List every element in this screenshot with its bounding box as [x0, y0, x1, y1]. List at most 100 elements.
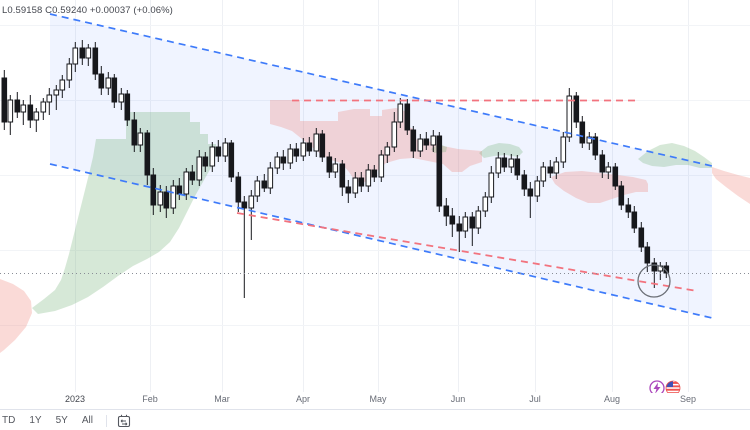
down-candle — [404, 103, 411, 131]
range-button-5y[interactable]: 5Y — [55, 414, 68, 426]
ohlc-legend: L0.59158 C0.59240 +0.00037 (+0.06%) — [2, 5, 173, 16]
flag-badge[interactable] — [665, 380, 681, 393]
up-candle — [365, 169, 372, 187]
time-axis-label: 2023 — [64, 394, 86, 404]
up-candle — [157, 191, 164, 206]
up-candle — [72, 47, 79, 65]
green-cloud — [32, 112, 216, 314]
down-candle — [469, 216, 476, 229]
go-to-date-icon[interactable] — [113, 411, 135, 430]
down-candle — [449, 215, 456, 225]
up-candle — [7, 99, 14, 123]
down-candle — [228, 142, 235, 178]
down-candle — [131, 119, 138, 146]
lightning-icon — [653, 382, 661, 393]
time-axis-label: Aug — [603, 394, 621, 404]
range-button-1y[interactable]: 1Y — [29, 414, 42, 426]
up-candle — [105, 77, 112, 89]
down-candle — [189, 171, 196, 181]
down-candle — [443, 205, 450, 217]
toolbar-divider — [105, 414, 107, 427]
red-cloud — [0, 279, 32, 353]
up-candle — [540, 166, 547, 182]
up-candle — [352, 177, 359, 194]
down-candle — [631, 211, 638, 229]
down-candle — [235, 176, 242, 203]
down-candle — [1, 77, 8, 123]
time-axis-label: Sep — [679, 394, 697, 404]
up-candle — [170, 185, 177, 209]
up-candle — [482, 196, 489, 212]
up-candle — [183, 171, 190, 195]
down-candle — [423, 138, 430, 146]
highlight-circle[interactable] — [637, 264, 671, 298]
up-candle — [40, 101, 47, 113]
down-candle — [573, 95, 580, 123]
channel-upper-line[interactable] — [49, 13, 713, 167]
down-candle — [371, 169, 378, 178]
up-candle — [417, 138, 424, 152]
down-candle — [79, 47, 86, 59]
up-candle — [313, 133, 320, 152]
up-candle — [397, 103, 404, 123]
up-candle — [196, 156, 203, 181]
up-candle — [605, 166, 612, 173]
down-candle — [644, 246, 651, 264]
down-candle — [293, 148, 300, 157]
chart-canvas[interactable] — [0, 0, 750, 393]
down-candle — [144, 132, 151, 176]
down-candle — [599, 154, 606, 173]
down-candle — [319, 133, 326, 158]
time-axis-label: Apr — [295, 394, 311, 404]
up-candle — [391, 121, 398, 148]
down-candle — [638, 227, 645, 248]
time-axis-label: May — [369, 394, 387, 404]
down-candle — [176, 185, 183, 195]
range-button-all[interactable]: All — [81, 414, 93, 426]
down-candle — [514, 158, 521, 176]
down-candle — [358, 177, 365, 187]
descending-trendline[interactable] — [236, 212, 698, 292]
up-candle — [33, 111, 40, 121]
up-candle — [222, 142, 229, 157]
down-candle — [339, 163, 346, 188]
lightning-badge[interactable] — [649, 380, 665, 393]
up-candle — [488, 172, 495, 198]
down-candle — [456, 223, 463, 232]
down-candle — [625, 204, 632, 213]
down-candle — [663, 265, 670, 274]
down-candle — [14, 99, 21, 113]
up-candle — [534, 180, 541, 197]
down-candle — [618, 185, 625, 206]
down-candle — [306, 142, 313, 152]
up-candle — [209, 146, 216, 167]
time-axis-label: Jun — [450, 394, 466, 404]
range-button-ytd[interactable]: TD — [2, 414, 16, 426]
down-candle — [612, 166, 619, 187]
up-candle — [495, 157, 502, 174]
down-candle — [280, 156, 287, 164]
down-candle — [111, 77, 118, 103]
down-candle — [124, 93, 131, 121]
up-candle — [378, 154, 385, 178]
time-axis[interactable]: 2023 Feb Mar Apr May Jun Jul Aug Sep — [0, 393, 750, 409]
down-candle — [345, 186, 352, 194]
down-candle — [92, 47, 99, 75]
candlestick-series — [1, 40, 670, 298]
green-cloud — [638, 143, 712, 168]
flag-canton — [666, 381, 673, 387]
up-candle — [430, 135, 437, 146]
down-candle — [163, 191, 170, 209]
up-candle — [475, 210, 482, 229]
red-cloud — [270, 100, 482, 183]
up-candle — [300, 142, 307, 157]
down-candle — [547, 166, 554, 174]
down-candle — [592, 136, 599, 156]
down-candle — [241, 201, 248, 209]
up-candle — [46, 94, 53, 103]
up-candle — [267, 167, 274, 189]
down-candle — [326, 156, 333, 173]
channel-lower-line[interactable] — [49, 163, 713, 319]
red-cloud — [712, 167, 750, 204]
